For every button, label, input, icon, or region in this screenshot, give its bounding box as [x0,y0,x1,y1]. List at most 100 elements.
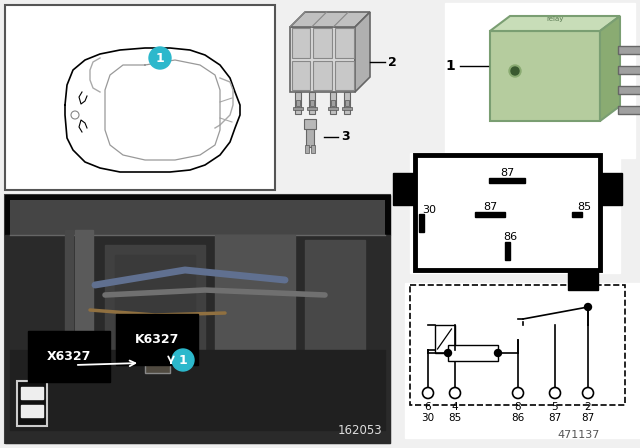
Bar [310,100,314,106]
Bar [475,212,505,217]
Bar [305,145,309,153]
Bar [17,381,47,426]
Bar [21,387,43,399]
Bar [291,29,310,58]
Bar [313,29,332,58]
Bar [618,46,640,54]
Bar [21,405,43,417]
Bar [335,61,353,90]
Text: 87: 87 [581,413,595,423]
Circle shape [422,388,433,399]
Bar [309,92,315,114]
Text: K6327: K6327 [135,333,179,346]
Text: 4: 4 [452,402,458,412]
Bar [5,5,275,190]
Circle shape [513,388,524,399]
Polygon shape [355,12,370,92]
Bar [331,100,335,106]
Text: 471137: 471137 [557,430,600,440]
Polygon shape [290,12,370,27]
Text: 5: 5 [552,402,558,412]
Text: 2: 2 [585,402,591,412]
Bar [293,107,303,110]
Bar [410,285,625,405]
Bar [415,155,600,270]
Text: X6327: X6327 [47,350,92,363]
Text: 1: 1 [156,52,164,65]
Bar [335,29,353,58]
Bar [145,355,170,373]
Bar [65,230,73,418]
Text: 87: 87 [548,413,562,423]
Bar [505,242,510,260]
Bar [568,270,598,290]
Bar [313,61,332,90]
Bar [393,173,415,205]
Bar [445,3,635,158]
Bar [311,145,315,153]
Bar [618,106,640,114]
Circle shape [449,388,461,399]
Bar [435,325,454,353]
Circle shape [550,388,561,399]
Bar [5,235,390,443]
Text: 86: 86 [503,232,517,242]
Text: relay: relay [547,16,564,22]
Circle shape [582,388,593,399]
Circle shape [511,67,519,75]
Text: 87: 87 [483,202,497,212]
Bar [296,100,300,106]
Bar [572,212,582,217]
Bar [291,61,310,90]
Text: 86: 86 [511,413,525,423]
Bar [342,107,352,110]
Bar [305,240,365,350]
Bar [600,173,622,205]
Bar [10,200,385,235]
Polygon shape [490,16,620,31]
Circle shape [495,349,502,357]
Circle shape [584,303,591,310]
Bar [490,31,600,121]
Bar [105,245,205,365]
Text: 85: 85 [449,413,461,423]
Circle shape [509,65,521,77]
Text: 30: 30 [422,205,436,215]
Text: 1: 1 [445,59,455,73]
Bar [5,195,390,443]
Bar [5,195,390,235]
Bar [618,86,640,94]
Bar [405,283,640,438]
Bar [304,119,316,129]
Bar [10,350,385,430]
Circle shape [172,349,194,371]
Circle shape [71,111,79,119]
Bar [328,107,338,110]
Bar [295,92,301,114]
Bar [618,66,640,74]
Text: 162053: 162053 [337,424,382,437]
Bar [75,230,93,428]
Text: 6: 6 [425,402,431,412]
Bar [344,92,350,114]
Bar [448,345,498,361]
Bar [215,235,295,365]
Bar [290,27,355,92]
Circle shape [445,349,451,357]
Text: 2: 2 [388,56,397,69]
Text: 30: 30 [421,413,435,423]
Bar [307,107,317,110]
Bar [115,255,195,355]
Polygon shape [600,16,620,121]
Bar [345,100,349,106]
Bar [410,153,620,273]
Text: 85: 85 [577,202,591,212]
Text: 1: 1 [179,353,188,366]
Bar [419,214,424,232]
Text: 8: 8 [515,402,522,412]
Text: 87: 87 [500,168,514,178]
Circle shape [149,47,171,69]
Bar [489,178,525,183]
Text: 3: 3 [341,130,349,143]
Bar [330,92,336,114]
